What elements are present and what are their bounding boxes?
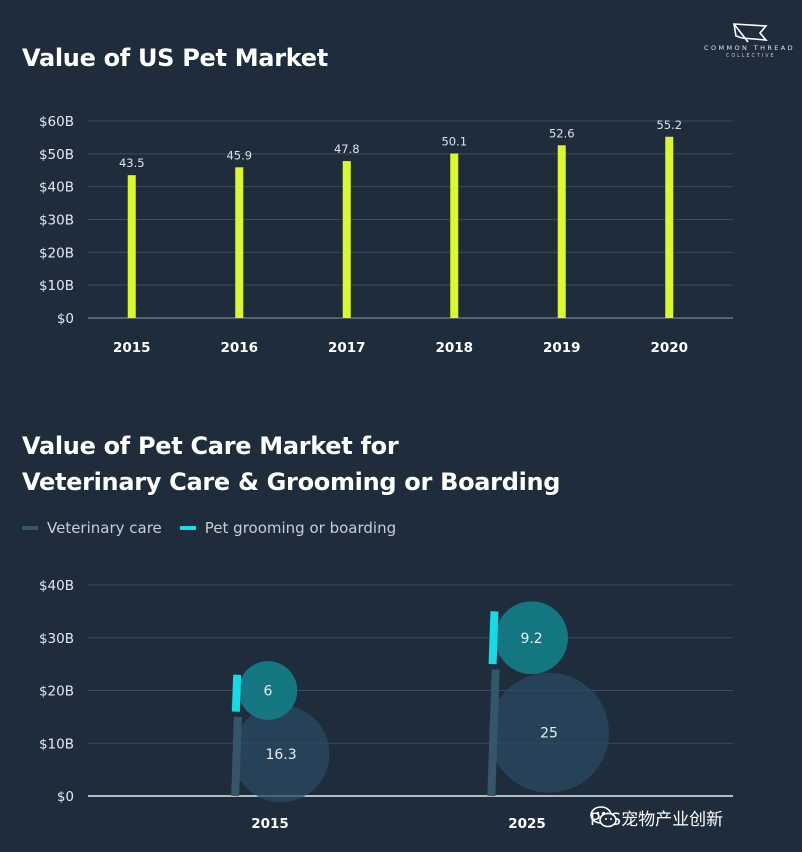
x-tick-label: 2025 <box>508 816 546 832</box>
bar-value-label: 47.8 <box>334 142 360 156</box>
y-tick-label: $10B <box>39 736 74 752</box>
y-tick-label: $50B <box>39 147 74 163</box>
x-tick-label: 2015 <box>113 340 151 356</box>
chart-legend: Veterinary care Pet grooming or boarding <box>22 518 414 538</box>
legend-item-pet-grooming: Pet grooming or boarding <box>179 519 397 537</box>
bar-value-label: 55.2 <box>656 118 682 132</box>
bar-veterinary <box>487 669 500 797</box>
bar-grooming <box>488 611 499 665</box>
y-tick-label: $20B <box>39 245 74 261</box>
y-tick-label: $0 <box>57 789 74 805</box>
y-tick-label: $10B <box>39 278 74 294</box>
bubble-veterinary <box>232 705 330 803</box>
chart-title-us-pet-market: Value of US Pet Market <box>22 44 328 72</box>
bar <box>235 167 244 318</box>
logo-name: COMMON THREAD <box>704 44 796 52</box>
y-tick-label: $0 <box>57 311 74 327</box>
logo-subtitle: COLLECTIVE <box>726 54 776 59</box>
bar-value-label: 52.6 <box>549 126 575 140</box>
bar-veterinary <box>231 716 242 797</box>
bar-grooming <box>231 674 242 712</box>
bar-value-label: 45.9 <box>226 148 252 162</box>
chart-title-line-2: Veterinary Care & Grooming or Boarding <box>22 468 561 496</box>
bubble-value-label-veterinary: 25 <box>540 726 558 742</box>
bar-value-label: 43.5 <box>119 156 145 170</box>
x-tick-label: 2015 <box>251 816 289 832</box>
chart-title-pet-care-market: Value of Pet Care Market for Veterinary … <box>22 428 560 500</box>
y-tick-label: $30B <box>39 213 74 229</box>
legend-label-grooming: Pet grooming or boarding <box>204 519 397 537</box>
wechat-icon <box>590 806 617 828</box>
bar <box>127 175 136 318</box>
legend-label-veterinary: Veterinary care <box>47 519 162 537</box>
bar <box>342 161 351 318</box>
bar <box>450 153 459 318</box>
x-tick-label: 2016 <box>220 340 258 356</box>
bubble-value-label-grooming: 9.2 <box>520 631 542 647</box>
bubble-value-label-veterinary: 16.3 <box>265 747 296 763</box>
legend-swatch-veterinary <box>22 526 38 530</box>
bar <box>557 145 566 318</box>
bubble-grooming <box>495 601 568 675</box>
x-tick-label: 2018 <box>435 340 473 356</box>
legend-swatch-grooming <box>179 526 196 530</box>
bubble-veterinary <box>489 672 609 793</box>
y-tick-label: $40B <box>39 578 74 594</box>
y-tick-label: $60B <box>39 114 74 130</box>
x-tick-label: 2020 <box>650 340 688 356</box>
common-thread-logo: COMMON THREAD COLLECTIVE <box>700 22 800 66</box>
bar <box>665 136 674 318</box>
y-tick-label: $20B <box>39 684 74 700</box>
chart-title-line-1: Value of Pet Care Market for <box>22 432 399 460</box>
bubble-value-label-grooming: 6 <box>263 684 272 700</box>
us-pet-market-bar-chart: $0 $10B $20B $30B $40B $50B $60B 43.5 2015 45.9 20… <box>39 114 733 356</box>
watermark: PIIS宠物产业创新 <box>590 803 723 831</box>
y-tick-label: $40B <box>39 180 74 196</box>
watermark-text: PIIS宠物产业创新 <box>590 809 724 830</box>
bar-value-label: 50.1 <box>441 135 467 149</box>
bubble-grooming <box>238 661 298 720</box>
y-tick-label: $30B <box>39 631 74 647</box>
x-tick-label: 2019 <box>543 340 581 356</box>
x-tick-label: 2017 <box>328 340 366 356</box>
legend-item-veterinary-care: Veterinary care <box>22 519 162 537</box>
flag-icon <box>733 23 768 43</box>
